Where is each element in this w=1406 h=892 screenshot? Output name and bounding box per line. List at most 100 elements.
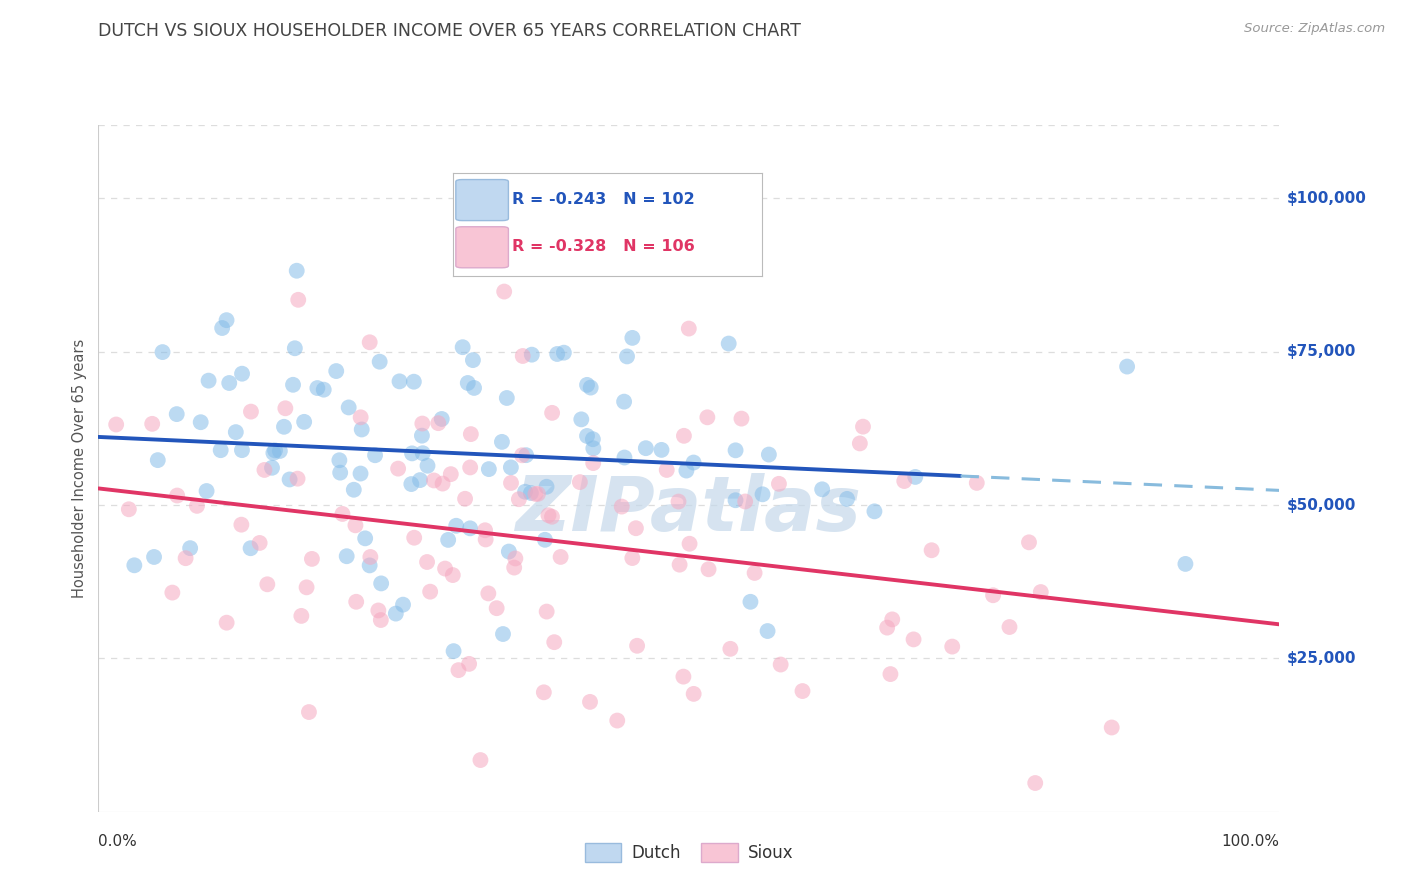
Point	[197, 374, 219, 388]
Point	[218, 376, 240, 390]
Point	[474, 533, 496, 547]
Point	[582, 456, 605, 470]
Point	[474, 523, 496, 537]
Point	[262, 446, 284, 460]
Point	[492, 627, 515, 641]
Point	[211, 321, 233, 335]
Text: $75,000: $75,000	[1286, 344, 1355, 359]
Point	[697, 562, 720, 576]
Point	[152, 345, 174, 359]
Point	[863, 504, 886, 518]
Point	[269, 444, 291, 458]
Point	[724, 443, 747, 458]
Point	[350, 410, 373, 425]
Point	[370, 576, 392, 591]
Point	[412, 446, 434, 460]
Point	[513, 484, 536, 499]
Point	[576, 429, 599, 443]
Point	[367, 603, 389, 617]
Point	[209, 443, 232, 458]
Point	[179, 541, 201, 556]
Point	[447, 663, 470, 677]
Text: $100,000: $100,000	[1286, 191, 1367, 206]
Point	[368, 355, 391, 369]
Point	[284, 341, 307, 355]
Point	[430, 412, 453, 426]
Point	[541, 509, 564, 524]
Point	[441, 568, 464, 582]
Point	[287, 293, 309, 307]
Point	[904, 470, 927, 484]
Point	[568, 475, 591, 489]
Point	[769, 657, 792, 672]
Point	[411, 428, 433, 442]
Point	[682, 456, 704, 470]
Point	[610, 500, 633, 514]
Point	[508, 492, 530, 507]
Point	[879, 667, 901, 681]
Point	[678, 537, 700, 551]
Point	[576, 377, 599, 392]
Text: 0.0%: 0.0%	[98, 834, 138, 849]
Point	[174, 551, 197, 566]
Point	[569, 412, 592, 426]
Point	[190, 415, 212, 429]
Point	[105, 417, 128, 432]
Point	[792, 684, 814, 698]
Point	[541, 406, 564, 420]
Point	[388, 375, 411, 389]
Point	[143, 549, 166, 564]
Point	[409, 473, 432, 487]
Point	[460, 427, 482, 442]
Point	[903, 632, 925, 647]
Point	[349, 467, 371, 481]
Point	[740, 595, 762, 609]
Point	[579, 381, 602, 395]
Point	[724, 493, 747, 508]
Point	[416, 555, 439, 569]
Point	[520, 348, 543, 362]
Point	[634, 441, 657, 455]
Point	[325, 364, 347, 378]
Point	[520, 486, 543, 500]
Point	[768, 476, 790, 491]
Text: $50,000: $50,000	[1286, 498, 1355, 513]
Point	[668, 494, 690, 508]
Point	[166, 407, 188, 421]
Point	[499, 460, 522, 475]
Point	[118, 502, 141, 516]
Point	[696, 410, 718, 425]
Point	[852, 419, 875, 434]
Point	[354, 532, 377, 546]
Point	[998, 620, 1021, 634]
Point	[510, 448, 533, 462]
Point	[543, 635, 565, 649]
Point	[536, 605, 558, 619]
Point	[437, 533, 460, 547]
Point	[416, 458, 439, 473]
Point	[624, 521, 647, 535]
Point	[1018, 535, 1040, 549]
Point	[166, 489, 188, 503]
Point	[1116, 359, 1139, 374]
Point	[613, 394, 636, 409]
Point	[231, 517, 253, 532]
Point	[655, 463, 678, 477]
Point	[981, 588, 1004, 602]
Point	[264, 443, 287, 458]
Point	[295, 580, 318, 594]
Point	[215, 615, 238, 630]
Point	[537, 508, 560, 523]
Point	[672, 670, 695, 684]
Point	[387, 461, 409, 475]
Point	[458, 460, 481, 475]
FancyBboxPatch shape	[456, 227, 509, 268]
Point	[682, 687, 704, 701]
Point	[499, 475, 522, 490]
Point	[195, 483, 218, 498]
Point	[470, 753, 492, 767]
Point	[893, 474, 915, 488]
Point	[613, 450, 636, 465]
Point	[546, 347, 568, 361]
Point	[274, 401, 297, 416]
